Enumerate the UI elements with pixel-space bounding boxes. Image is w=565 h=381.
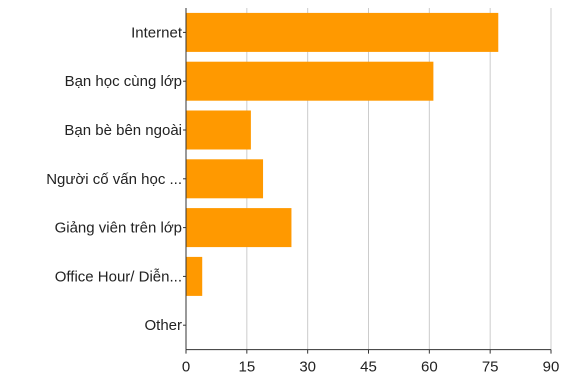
category-label: Giảng viên trên lớp (55, 220, 182, 237)
category-label: Office Hour/ Diễn... (55, 268, 182, 285)
category-label: Internet (131, 24, 183, 41)
axes (183, 8, 552, 354)
x-tick-label: 30 (299, 359, 316, 376)
category-label: Bạn bè bên ngoài (64, 122, 182, 139)
category-label: Người cố vấn học ... (46, 171, 182, 188)
bar (186, 110, 251, 150)
category-labels: Internet Bạn học cùng lớp Bạn bè bên ngoài… (46, 24, 183, 334)
bar (186, 208, 292, 248)
x-tick-label: 90 (543, 359, 560, 376)
tick-labels: 0 15 30 45 60 75 90 (182, 359, 560, 376)
bars (186, 12, 499, 296)
category-label: Bạn học cùng lớp (65, 73, 182, 90)
bar (186, 12, 499, 52)
gridlines (246, 8, 552, 350)
x-tick-label: 60 (421, 359, 438, 376)
x-tick-label: 0 (182, 359, 190, 376)
x-tick-label: 75 (482, 359, 499, 376)
bar (186, 61, 434, 101)
bar (186, 159, 264, 199)
bar (186, 256, 203, 296)
x-tick-label: 45 (360, 359, 377, 376)
category-label: Other (144, 317, 182, 334)
x-tick-label: 15 (238, 359, 255, 376)
